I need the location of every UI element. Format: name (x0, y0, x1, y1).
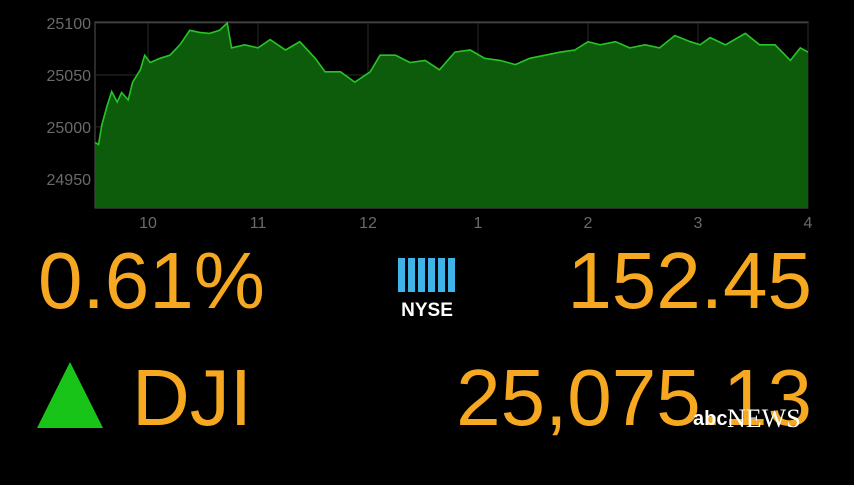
logo-bar (408, 258, 415, 292)
y-tick-label: 25050 (47, 68, 92, 85)
index-name: DJI (132, 353, 252, 442)
x-tick-label: 4 (804, 215, 813, 232)
change-percent: 0.61% (38, 236, 265, 325)
x-tick-label: 2 (584, 215, 593, 232)
exchange-name: NYSE (401, 300, 453, 321)
logo-bar (448, 258, 455, 292)
y-tick-label: 25000 (47, 120, 92, 137)
logo-bar (398, 258, 405, 292)
x-tick-label: 3 (694, 215, 703, 232)
nyse-logo: NYSE (398, 258, 455, 321)
logo-bar (438, 258, 445, 292)
y-tick-label: 25100 (47, 16, 92, 33)
x-tick-label: 11 (250, 215, 267, 232)
news-logo: NEWS (727, 404, 801, 433)
logo-bar (418, 258, 425, 292)
x-tick-label: 10 (139, 215, 157, 232)
x-tick-label: 12 (359, 215, 377, 232)
area-line (94, 21, 809, 146)
x-tick-label: 1 (474, 215, 483, 232)
logo-bar (428, 258, 435, 292)
index-value: 25,075.13 (456, 353, 812, 442)
y-tick-label: 24950 (47, 172, 92, 189)
change-points: 152.45 (567, 236, 812, 325)
network-logo: abc (693, 408, 727, 430)
up-arrow (37, 362, 103, 428)
area-fill (95, 23, 808, 208)
